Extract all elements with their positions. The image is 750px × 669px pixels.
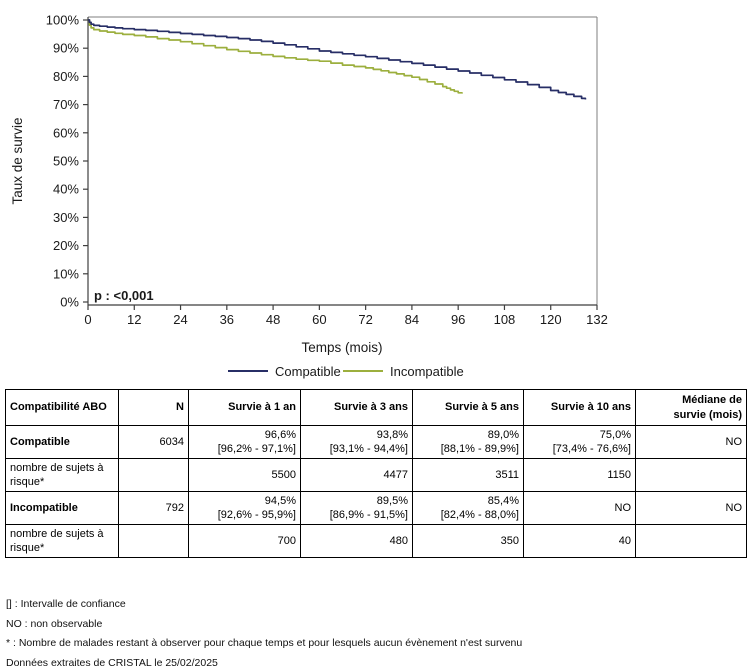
cell-risque-compatible-3ans: 4477 <box>300 458 413 493</box>
survival-table: Compatibilité ABO N Survie à 1 an Survie… <box>5 388 747 559</box>
row-label-sujets-risque: nombre de sujets à risque* <box>5 458 119 493</box>
cell-risque-compatible-10ans: 1150 <box>523 458 636 493</box>
y-tick-label: 100% <box>46 13 80 28</box>
table-row-compatible: Compatible 6034 96,6% [96,2% - 97,1%] 93… <box>5 425 747 460</box>
x-tick-label: 12 <box>127 312 141 327</box>
value: 96,6% <box>264 428 296 441</box>
cell-risque-compatible-5ans: 3511 <box>412 458 524 493</box>
cell-compatible-3ans: 93,8% [93,1% - 94,4%] <box>300 425 413 460</box>
cell-risque-compatible-1an: 5500 <box>188 458 301 493</box>
y-axis-title: Taux de survie <box>10 117 25 204</box>
cell-risque-incompatible-10ans: 40 <box>523 524 636 559</box>
x-tick-label: 36 <box>220 312 234 327</box>
value: 89,0% <box>487 428 519 441</box>
x-tick-label: 132 <box>586 312 608 327</box>
cell-n-compatible: 6034 <box>118 425 189 460</box>
x-tick-label: 72 <box>358 312 372 327</box>
y-tick-label: 20% <box>53 238 79 253</box>
legend-label-incompatible: Incompatible <box>390 364 464 379</box>
col-header-mediane-line1: Médiane de <box>682 394 742 406</box>
x-tick-label: 108 <box>494 312 516 327</box>
table-header-row: Compatibilité ABO N Survie à 1 an Survie… <box>5 388 747 427</box>
footnote-source-cristal: Données extraites de CRISTAL le 25/02/20… <box>6 656 218 669</box>
cell-incompatible-1an: 94,5% [92,6% - 95,9%] <box>188 491 301 526</box>
cell-risque-incompatible-5ans: 350 <box>412 524 524 559</box>
cell-empty <box>635 458 747 493</box>
col-header-mediane: Médiane de survie (mois) <box>635 388 747 427</box>
x-axis-title: Temps (mois) <box>301 340 382 355</box>
x-tick-label: 84 <box>405 312 419 327</box>
confidence-interval: [96,2% - 97,1%] <box>217 443 296 456</box>
table-row-sujets-risque-compatible: nombre de sujets à risque* 5500 4477 351… <box>5 458 747 493</box>
y-tick-label: 80% <box>53 69 79 84</box>
y-tick-label: 10% <box>53 266 79 281</box>
row-label-compatible: Compatible <box>5 425 119 460</box>
footnote-non-observable: NO : non observable <box>6 617 103 630</box>
survival-chart-svg: 0% 10% 20% 30% 40% 50% 60% 70% 80% 90% 100% 0 12 24 36… <box>10 13 608 380</box>
x-tick-label: 48 <box>266 312 280 327</box>
p-value-annotation: p : <0,001 <box>94 288 154 303</box>
row-label-incompatible: Incompatible <box>5 491 119 526</box>
col-header-survie-1-an: Survie à 1 an <box>188 388 301 427</box>
y-tick-label: 30% <box>53 210 79 225</box>
series-curve-incompatible <box>88 19 463 94</box>
col-header-n: N <box>118 388 189 427</box>
cell-compatible-10ans: 75,0% [73,4% - 76,6%] <box>523 425 636 460</box>
confidence-interval: [86,9% - 91,5%] <box>329 509 408 522</box>
y-tick-label: 50% <box>53 154 79 169</box>
confidence-interval: [73,4% - 76,6%] <box>552 443 631 456</box>
row-label-sujets-risque: nombre de sujets à risque* <box>5 524 119 559</box>
legend: Compatible Incompatible <box>228 364 464 379</box>
table-row-incompatible: Incompatible 792 94,5% [92,6% - 95,9%] 8… <box>5 491 747 526</box>
confidence-interval: [92,6% - 95,9%] <box>217 509 296 522</box>
col-header-survie-5-ans: Survie à 5 ans <box>412 388 524 427</box>
cell-incompatible-5ans: 85,4% [82,4% - 88,0%] <box>412 491 524 526</box>
cell-risque-incompatible-1an: 700 <box>188 524 301 559</box>
confidence-interval: [93,1% - 94,4%] <box>329 443 408 456</box>
footnotes: [] : Intervalle de confiance NO : non ob… <box>6 598 750 669</box>
value: 93,8% <box>376 428 408 441</box>
cell-risque-incompatible-3ans: 480 <box>300 524 413 559</box>
x-tick-label: 24 <box>173 312 187 327</box>
value: 75,0% <box>599 428 631 441</box>
cell-compatible-1an: 96,6% [96,2% - 97,1%] <box>188 425 301 460</box>
value: 89,5% <box>376 494 408 507</box>
cell-incompatible-mediane: NO <box>635 491 747 526</box>
y-tick-label: 90% <box>53 41 79 56</box>
y-tick-label: 60% <box>53 125 79 140</box>
y-tick-label: 70% <box>53 97 79 112</box>
cell-incompatible-10ans: NO <box>523 491 636 526</box>
confidence-interval: [88,1% - 89,9%] <box>440 443 519 456</box>
confidence-interval: [82,4% - 88,0%] <box>440 509 519 522</box>
value: 94,5% <box>264 494 296 507</box>
survival-chart: 0% 10% 20% 30% 40% 50% 60% 70% 80% 90% 100% 0 12 24 36… <box>10 13 608 380</box>
x-tick-label: 0 <box>84 312 91 327</box>
footnote-confidence-interval: [] : Intervalle de confiance <box>6 598 126 611</box>
x-tick-label: 60 <box>312 312 326 327</box>
col-header-survie-10-ans: Survie à 10 ans <box>523 388 636 427</box>
series-curve-compatible <box>88 19 587 100</box>
cell-compatible-5ans: 89,0% [88,1% - 89,9%] <box>412 425 524 460</box>
cell-incompatible-3ans: 89,5% [86,9% - 91,5%] <box>300 491 413 526</box>
cell-n-incompatible: 792 <box>118 491 189 526</box>
value: 85,4% <box>487 494 519 507</box>
x-tick-label: 120 <box>540 312 562 327</box>
footnote-sujets-risque: * : Nombre de malades restant à observer… <box>6 637 523 650</box>
col-header-compatibilite-abo: Compatibilité ABO <box>5 388 119 427</box>
x-tick-label: 96 <box>451 312 465 327</box>
cell-compatible-mediane: NO <box>635 425 747 460</box>
col-header-mediane-line2: survie (mois) <box>673 408 742 421</box>
legend-label-compatible: Compatible <box>275 364 341 379</box>
col-header-survie-3-ans: Survie à 3 ans <box>300 388 413 427</box>
y-tick-label: 40% <box>53 182 79 197</box>
cell-empty <box>118 524 189 559</box>
cell-empty <box>635 524 747 559</box>
cell-empty <box>118 458 189 493</box>
y-tick-label: 0% <box>60 295 79 310</box>
table-row-sujets-risque-incompatible: nombre de sujets à risque* 700 480 350 4… <box>5 524 747 559</box>
